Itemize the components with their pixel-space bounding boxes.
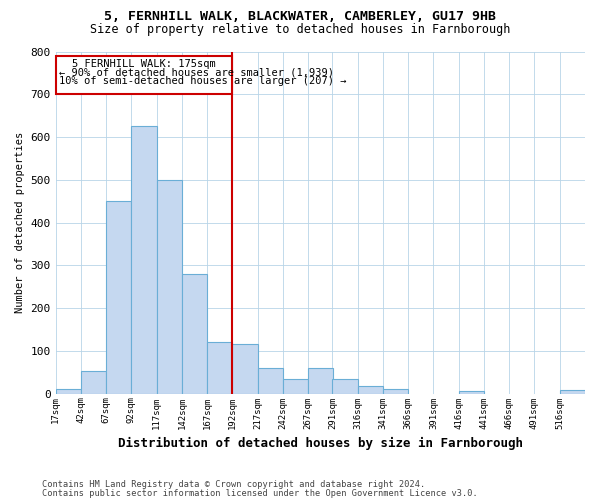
Bar: [131, 126, 157, 394]
Bar: [157, 180, 182, 394]
Y-axis label: Number of detached properties: Number of detached properties: [15, 132, 25, 313]
X-axis label: Distribution of detached houses by size in Farnborough: Distribution of detached houses by size …: [118, 437, 523, 450]
Text: Size of property relative to detached houses in Farnborough: Size of property relative to detached ho…: [90, 22, 510, 36]
Bar: [182, 274, 207, 394]
Text: 10% of semi-detached houses are larger (207) →: 10% of semi-detached houses are larger (…: [59, 76, 346, 86]
Bar: [56, 56, 232, 94]
Bar: [81, 372, 106, 394]
Text: ← 90% of detached houses are smaller (1,939): ← 90% of detached houses are smaller (1,…: [59, 68, 334, 78]
Bar: [560, 390, 585, 394]
Bar: [332, 378, 358, 394]
Text: Contains public sector information licensed under the Open Government Licence v3: Contains public sector information licen…: [42, 489, 478, 498]
Bar: [56, 390, 81, 394]
Bar: [308, 368, 334, 394]
Bar: [383, 390, 408, 394]
Bar: [459, 392, 484, 394]
Text: 5, FERNHILL WALK, BLACKWATER, CAMBERLEY, GU17 9HB: 5, FERNHILL WALK, BLACKWATER, CAMBERLEY,…: [104, 10, 496, 23]
Bar: [258, 368, 283, 394]
Bar: [207, 342, 232, 394]
Bar: [358, 386, 383, 394]
Bar: [283, 378, 308, 394]
Text: Contains HM Land Registry data © Crown copyright and database right 2024.: Contains HM Land Registry data © Crown c…: [42, 480, 425, 489]
Bar: [106, 201, 131, 394]
Text: 5 FERNHILL WALK: 175sqm: 5 FERNHILL WALK: 175sqm: [72, 59, 216, 69]
Bar: [232, 344, 258, 394]
